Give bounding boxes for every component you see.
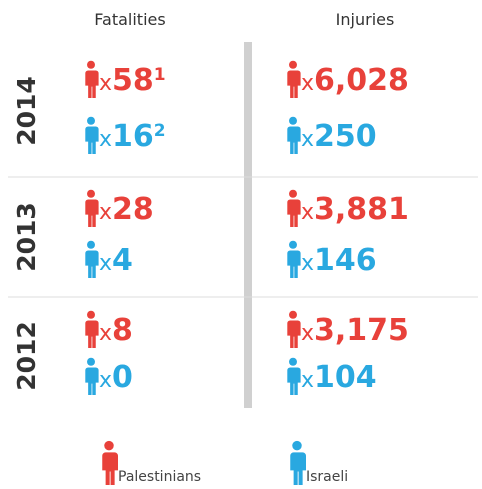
count: x8 (99, 313, 133, 348)
legend-icon (102, 440, 118, 485)
multiplier: x (99, 321, 112, 346)
count-value: 28 (112, 192, 154, 227)
person-icon (287, 116, 301, 154)
footnote: 1 (154, 65, 166, 85)
person-icon (85, 240, 99, 278)
legend-label: Israeli (306, 469, 348, 485)
year: 2014 (12, 76, 41, 146)
legend-label: Palestinians (118, 469, 201, 485)
count: x4 (99, 243, 133, 278)
count: x250 (301, 119, 377, 154)
person-icon (85, 116, 99, 154)
person-icon (287, 240, 301, 278)
footnote: 2 (154, 121, 166, 141)
multiplier: x (99, 71, 112, 96)
multiplier: x (301, 71, 314, 96)
count-value: 3,881 (314, 192, 409, 227)
count: x581 (99, 63, 166, 98)
multiplier: x (99, 200, 112, 225)
header-fatalities: Fatalities (94, 10, 165, 29)
multiplier: x (301, 127, 314, 152)
person-icon (287, 189, 301, 227)
count-value: 16 (112, 119, 154, 154)
multiplier: x (99, 127, 112, 152)
count-value: 6,028 (314, 63, 409, 98)
multiplier: x (99, 251, 112, 276)
count: x6,028 (301, 63, 409, 98)
multiplier: x (99, 368, 112, 393)
multiplier: x (301, 368, 314, 393)
person-icon (287, 310, 301, 348)
count-value: 3,175 (314, 313, 409, 348)
count-value: 8 (112, 313, 133, 348)
multiplier: x (301, 200, 314, 225)
multiplier: x (301, 251, 314, 276)
count-value: 0 (112, 360, 133, 395)
year: 2012 (12, 321, 41, 391)
column-divider (244, 42, 252, 408)
person-icon (85, 310, 99, 348)
count: x3,175 (301, 313, 409, 348)
count-value: 58 (112, 63, 154, 98)
legend-icon (290, 440, 306, 485)
count: x28 (99, 192, 154, 227)
multiplier: x (301, 321, 314, 346)
count: x162 (99, 119, 166, 154)
count-value: 104 (314, 360, 377, 395)
count: x146 (301, 243, 377, 278)
count: x3,881 (301, 192, 409, 227)
person-icon (287, 357, 301, 395)
count: x0 (99, 360, 133, 395)
person-icon (85, 189, 99, 227)
count-value: 250 (314, 119, 377, 154)
count: x104 (301, 360, 377, 395)
count-value: 4 (112, 243, 133, 278)
person-icon (85, 60, 99, 98)
person-icon (287, 60, 301, 98)
header-injuries: Injuries (336, 10, 395, 29)
year: 2013 (12, 202, 41, 272)
person-icon (85, 357, 99, 395)
count-value: 146 (314, 243, 377, 278)
